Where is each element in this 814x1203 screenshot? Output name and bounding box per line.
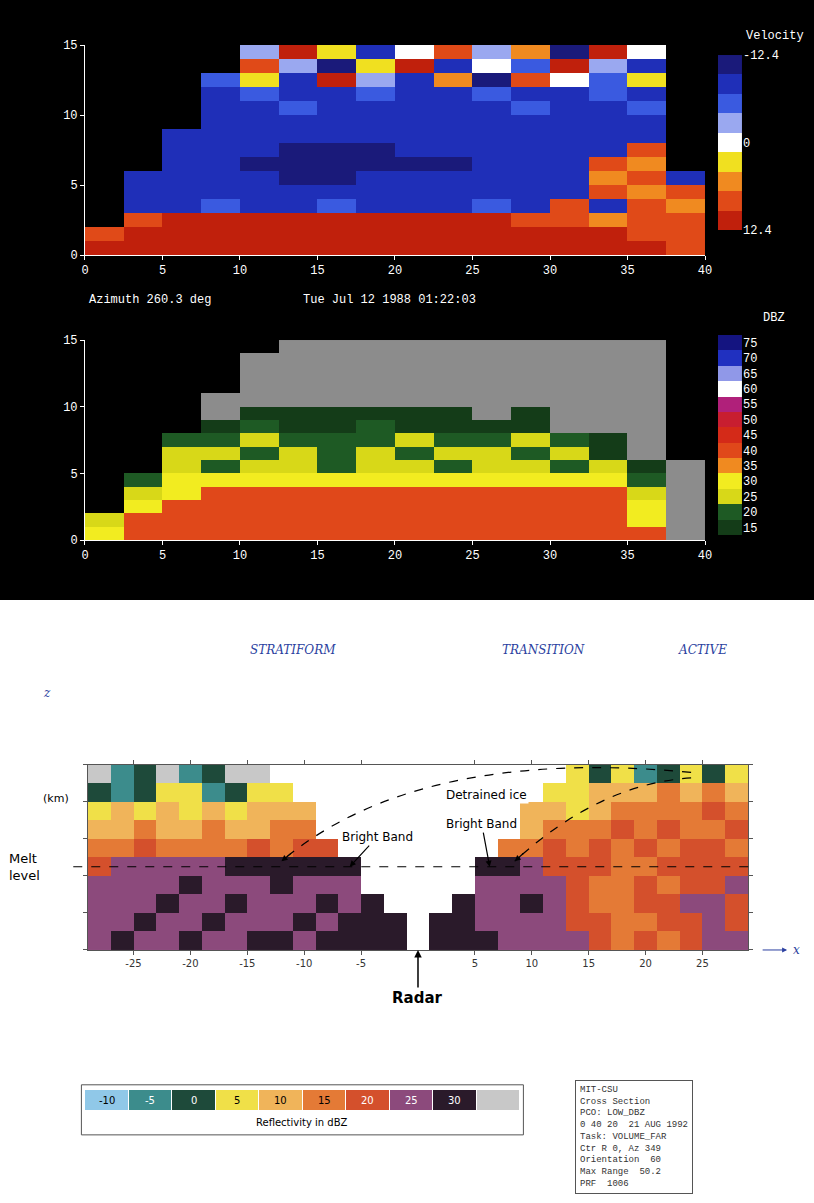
svg-text:5: 5 — [472, 958, 478, 969]
svg-text:(km): (km) — [43, 792, 69, 805]
svg-text:70: 70 — [743, 352, 757, 366]
svg-text:50: 50 — [743, 414, 757, 428]
svg-text:-25: -25 — [125, 958, 141, 969]
svg-text:ACTIVE: ACTIVE — [678, 643, 727, 657]
svg-text:z: z — [43, 686, 51, 700]
svg-text:Detrained ice: Detrained ice — [446, 788, 527, 802]
svg-text:20: 20 — [361, 1095, 374, 1106]
svg-text:Tue Jul 12 1988 01:22:03: Tue Jul 12 1988 01:22:03 — [303, 293, 476, 307]
svg-text:30: 30 — [543, 264, 557, 278]
svg-text:25: 25 — [696, 958, 709, 969]
svg-text:20: 20 — [639, 958, 652, 969]
svg-text:10: 10 — [525, 958, 538, 969]
svg-text:0: 0 — [743, 137, 750, 151]
svg-text:10: 10 — [274, 1095, 287, 1106]
svg-text:40: 40 — [698, 264, 712, 278]
svg-text:25: 25 — [465, 549, 479, 563]
svg-text:15: 15 — [743, 522, 757, 536]
svg-text:15: 15 — [318, 1095, 331, 1106]
svg-text:x: x — [793, 943, 800, 957]
svg-text:65: 65 — [743, 368, 757, 382]
svg-text:Azimuth 260.3 deg: Azimuth 260.3 deg — [89, 293, 211, 307]
svg-text:15: 15 — [63, 334, 77, 348]
svg-text:STRATIFORM: STRATIFORM — [250, 643, 336, 657]
svg-text:Meltlevel: Meltlevel — [9, 851, 40, 883]
svg-text:15: 15 — [310, 549, 324, 563]
svg-text:10: 10 — [63, 401, 77, 415]
svg-text:40: 40 — [698, 549, 712, 563]
svg-text:5: 5 — [234, 1095, 240, 1106]
svg-text:TRANSITION: TRANSITION — [502, 643, 585, 657]
svg-text:40: 40 — [743, 445, 757, 459]
svg-text:-12.4: -12.4 — [743, 49, 779, 63]
svg-text:20: 20 — [388, 264, 402, 278]
svg-text:30: 30 — [543, 549, 557, 563]
svg-text:15: 15 — [63, 39, 77, 53]
svg-text:Velocity: Velocity — [746, 29, 804, 43]
svg-text:20: 20 — [743, 506, 757, 520]
svg-text:0: 0 — [81, 549, 88, 563]
svg-text:5: 5 — [70, 179, 77, 193]
svg-text:75: 75 — [743, 337, 757, 351]
svg-text:Radar: Radar — [392, 989, 443, 1007]
svg-text:Bright Band: Bright Band — [446, 817, 517, 831]
svg-text:60: 60 — [743, 383, 757, 397]
svg-text:10: 10 — [233, 549, 247, 563]
svg-text:35: 35 — [620, 549, 634, 563]
svg-text:0: 0 — [191, 1095, 197, 1106]
svg-text:-10: -10 — [99, 1095, 115, 1106]
svg-text:20: 20 — [388, 549, 402, 563]
svg-text:Bright Band: Bright Band — [342, 830, 413, 844]
svg-text:55: 55 — [743, 398, 757, 412]
svg-text:25: 25 — [405, 1095, 418, 1106]
svg-text:25: 25 — [465, 264, 479, 278]
svg-text:Reflectivity in dBZ: Reflectivity in dBZ — [256, 1117, 348, 1128]
svg-text:25: 25 — [743, 491, 757, 505]
svg-text:30: 30 — [448, 1095, 461, 1106]
svg-text:0: 0 — [81, 264, 88, 278]
svg-text:5: 5 — [159, 549, 166, 563]
svg-text:-15: -15 — [239, 958, 255, 969]
svg-text:-20: -20 — [182, 958, 198, 969]
svg-text:0: 0 — [70, 249, 77, 263]
svg-text:-5: -5 — [356, 958, 366, 969]
svg-text:5: 5 — [159, 264, 166, 278]
svg-text:0: 0 — [70, 534, 77, 548]
svg-text:30: 30 — [743, 475, 757, 489]
svg-text:MIT-CSUCross SectionPCO: LOW_D: MIT-CSUCross SectionPCO: LOW_DBZ0 40 20 … — [580, 1085, 688, 1189]
svg-text:35: 35 — [620, 264, 634, 278]
svg-text:35: 35 — [743, 460, 757, 474]
svg-text:DBZ: DBZ — [763, 311, 785, 325]
svg-text:10: 10 — [63, 109, 77, 123]
svg-text:-5: -5 — [145, 1095, 155, 1106]
svg-text:10: 10 — [233, 264, 247, 278]
svg-text:12.4: 12.4 — [743, 224, 772, 238]
svg-text:15: 15 — [582, 958, 595, 969]
svg-text:15: 15 — [310, 264, 324, 278]
svg-text:-10: -10 — [296, 958, 312, 969]
svg-text:45: 45 — [743, 429, 757, 443]
svg-text:5: 5 — [70, 468, 77, 482]
